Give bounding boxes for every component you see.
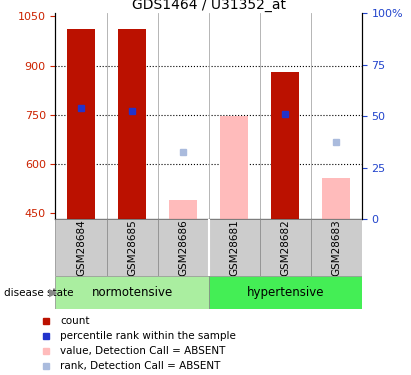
Text: GSM28686: GSM28686	[178, 219, 188, 276]
Text: disease state: disease state	[4, 288, 74, 297]
Text: GSM28683: GSM28683	[331, 219, 341, 276]
Bar	[169, 200, 197, 219]
Text: normotensive: normotensive	[91, 286, 173, 299]
Bar	[260, 219, 311, 276]
Bar	[311, 219, 362, 276]
Bar	[271, 72, 299, 219]
Text: count: count	[60, 316, 90, 326]
Text: GSM28681: GSM28681	[229, 219, 239, 276]
Text: hypertensive: hypertensive	[246, 286, 324, 299]
Text: GSM28682: GSM28682	[280, 219, 290, 276]
Text: GSM28685: GSM28685	[127, 219, 137, 276]
Bar	[55, 219, 106, 276]
Text: ▶: ▶	[48, 288, 57, 297]
Bar	[106, 219, 157, 276]
Bar	[209, 276, 362, 309]
Bar	[67, 30, 95, 219]
Bar	[118, 30, 146, 219]
Text: percentile rank within the sample: percentile rank within the sample	[60, 331, 236, 341]
Bar	[209, 219, 260, 276]
Bar	[157, 219, 208, 276]
Bar	[55, 276, 209, 309]
Text: GSM28684: GSM28684	[76, 219, 86, 276]
Bar	[322, 178, 350, 219]
Text: rank, Detection Call = ABSENT: rank, Detection Call = ABSENT	[60, 362, 221, 372]
Text: value, Detection Call = ABSENT: value, Detection Call = ABSENT	[60, 346, 226, 356]
Bar	[220, 116, 248, 219]
Title: GDS1464 / U31352_at: GDS1464 / U31352_at	[132, 0, 286, 12]
